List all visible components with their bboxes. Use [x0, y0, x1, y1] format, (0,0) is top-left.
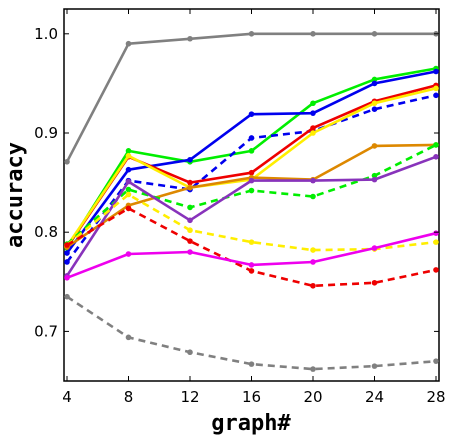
data-point — [248, 148, 255, 154]
data-point — [125, 186, 132, 193]
data-point — [64, 293, 70, 300]
data-point — [433, 85, 439, 92]
data-point — [433, 239, 439, 245]
data-point — [310, 177, 316, 184]
data-point — [433, 358, 439, 364]
data-point — [248, 111, 255, 117]
data-point — [310, 31, 316, 37]
data-point — [310, 193, 316, 200]
x-tick-label: 28 — [426, 388, 445, 406]
data-point — [371, 245, 378, 251]
data-point — [310, 100, 316, 107]
data-point — [310, 130, 316, 136]
data-point — [310, 282, 316, 289]
data-point — [248, 239, 255, 245]
x-axis-label: graph# — [211, 411, 291, 436]
data-point — [125, 251, 132, 257]
y-tick-label: 0.9 — [34, 124, 58, 142]
data-point — [187, 156, 193, 163]
data-point — [248, 262, 255, 268]
data-point — [248, 187, 255, 194]
data-point — [187, 238, 193, 244]
x-tick-label: 20 — [303, 388, 322, 406]
data-point — [64, 275, 70, 281]
data-point — [433, 142, 439, 148]
data-point — [125, 178, 132, 185]
data-point — [187, 227, 193, 234]
series-layer — [64, 31, 439, 372]
data-point — [64, 242, 70, 248]
x-tick-label: 24 — [365, 388, 384, 406]
x-tick-label: 16 — [242, 388, 261, 406]
y-tick-label: 1.0 — [34, 25, 58, 43]
data-point — [187, 349, 193, 356]
x-tick-label: 8 — [124, 388, 134, 406]
data-point — [248, 361, 255, 367]
data-point — [248, 169, 255, 176]
data-point — [125, 40, 132, 47]
data-point — [125, 334, 132, 341]
data-point — [187, 184, 193, 191]
data-point — [371, 176, 378, 183]
data-point — [371, 143, 378, 149]
data-point — [248, 31, 255, 37]
data-point — [371, 172, 378, 179]
data-point — [248, 268, 255, 274]
data-point — [433, 230, 439, 236]
data-point — [371, 100, 378, 107]
data-point — [187, 35, 193, 42]
y-axis-label: accuracy — [3, 142, 28, 248]
data-point — [310, 125, 316, 131]
data-point — [371, 106, 378, 112]
data-point — [187, 179, 193, 186]
data-point — [125, 205, 132, 212]
data-point — [371, 31, 378, 37]
data-point — [125, 191, 132, 198]
data-point — [371, 80, 378, 87]
data-point — [310, 247, 316, 253]
data-point — [310, 110, 316, 116]
data-point — [125, 148, 132, 154]
y-tick-label: 0.7 — [34, 322, 58, 340]
data-point — [64, 250, 70, 256]
y-tick-label: 0.8 — [34, 223, 58, 241]
data-point — [371, 279, 378, 286]
data-point — [433, 92, 439, 99]
data-point — [125, 166, 132, 173]
data-point — [433, 267, 439, 273]
data-point — [64, 158, 70, 165]
data-point — [433, 154, 439, 160]
data-point — [248, 177, 255, 184]
data-point — [433, 68, 439, 75]
data-point — [187, 249, 193, 255]
data-point — [187, 204, 193, 211]
data-point — [371, 76, 378, 83]
data-point — [371, 363, 378, 369]
data-point — [64, 259, 70, 265]
data-point — [248, 135, 255, 141]
x-tick-label: 12 — [180, 388, 199, 406]
x-tick-label: 4 — [62, 388, 72, 406]
data-point — [187, 217, 193, 224]
data-point — [310, 366, 316, 372]
axes-layer: 4 8 12 16 20 24 28 0.7 0.8 0.9 1.0 — [34, 9, 446, 406]
data-point — [310, 259, 316, 265]
data-point — [125, 153, 132, 159]
